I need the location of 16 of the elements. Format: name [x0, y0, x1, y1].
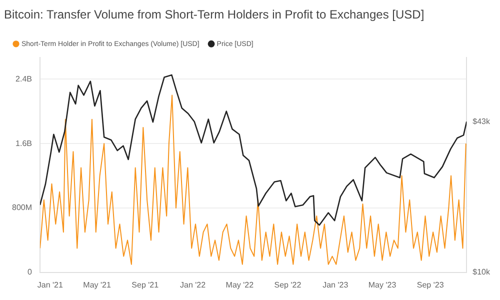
x-tick-label: Jan '23	[322, 280, 349, 290]
x-tick-label: Sep '22	[274, 280, 302, 290]
chart-title: Bitcoin: Transfer Volume from Short-Term Holders in Profit to Exchanges [USD]	[4, 8, 424, 22]
x-tick-label: May '22	[226, 280, 254, 290]
y2-tick-label: $43k	[472, 116, 491, 126]
y2-tick-label: $10k	[472, 268, 491, 277]
y-tick-label: 0	[28, 268, 33, 277]
y-tick-label: 800M	[12, 203, 32, 212]
x-tick-label: Jan '22	[180, 280, 206, 290]
x-tick-label: Jan '21	[37, 280, 64, 290]
x-tick-label: Sep '23	[416, 280, 444, 290]
y-tick-label: 2.4B	[16, 74, 32, 84]
x-tick-label: May '23	[368, 280, 397, 290]
x-tick-label: Sep '21	[132, 280, 160, 290]
x-tick-label: May '21	[83, 280, 112, 290]
y-tick-label: 1.6B	[16, 138, 32, 148]
